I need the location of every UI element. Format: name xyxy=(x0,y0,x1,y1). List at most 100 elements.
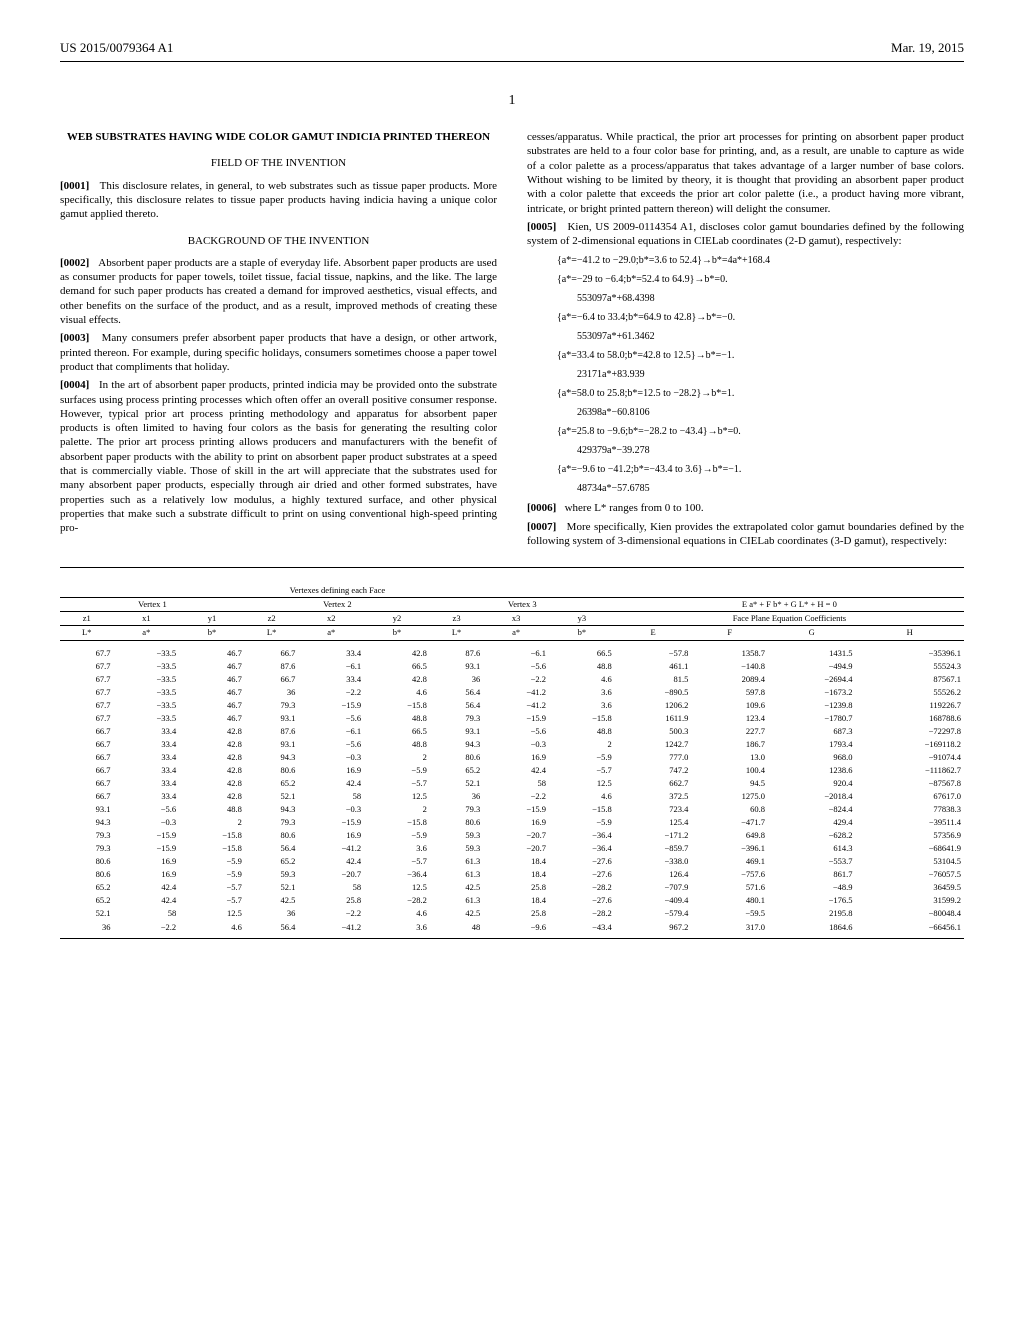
paragraph-4-cont: cesses/apparatus. While practical, the p… xyxy=(527,130,964,216)
table-cell: −5.6 xyxy=(298,738,364,751)
table-cell: −628.2 xyxy=(768,829,856,842)
table-cell: 67.7 xyxy=(60,699,113,712)
table-cell: 42.8 xyxy=(179,790,245,803)
table-cell: −87567.8 xyxy=(855,777,964,790)
table-cell: 80.6 xyxy=(245,764,298,777)
table-row: 79.3−15.9−15.880.616.9−5.959.3−20.7−36.4… xyxy=(60,829,964,842)
table-cell: 67.7 xyxy=(60,712,113,725)
table-cell: 66.7 xyxy=(60,751,113,764)
table-cell: 25.8 xyxy=(298,894,364,907)
table-row: 67.7−33.546.766.733.442.836−2.24.681.520… xyxy=(60,673,964,686)
equation-3a: {a*=−6.4 to 33.4;b*=64.9 to 42.8}→b*=−0. xyxy=(557,311,964,324)
table-cell: 317.0 xyxy=(691,921,768,934)
table-cell: 79.3 xyxy=(430,712,483,725)
vertex-2-header: Vertex 2 xyxy=(245,598,430,612)
table-cell: 33.4 xyxy=(298,673,364,686)
vertex-table: Vertexes defining each Face Vertex 1 Ver… xyxy=(60,584,964,933)
table-cell: −1780.7 xyxy=(768,712,856,725)
table-cell: 42.4 xyxy=(113,881,179,894)
table-cell: 33.4 xyxy=(113,790,179,803)
table-cell: 168788.6 xyxy=(855,712,964,725)
table-cell: −859.7 xyxy=(615,842,692,855)
table-cell: 614.3 xyxy=(768,842,856,855)
table-cell: 2195.8 xyxy=(768,907,856,920)
table-cell: 12.5 xyxy=(549,777,615,790)
table-cell: 687.3 xyxy=(768,725,856,738)
equation-2a: {a*=−29 to −6.4;b*=52.4 to 64.9}→b*=0. xyxy=(557,273,964,286)
table-cell: 2 xyxy=(549,738,615,751)
table-cell: 227.7 xyxy=(691,725,768,738)
table-cell: −35396.1 xyxy=(855,647,964,660)
table-row: 67.7−33.546.766.733.442.887.6−6.166.5−57… xyxy=(60,647,964,660)
table-cell: 16.9 xyxy=(113,855,179,868)
table-cell: −5.9 xyxy=(364,829,430,842)
table-cell: 861.7 xyxy=(768,868,856,881)
vertex-1-header: Vertex 1 xyxy=(60,598,245,612)
table-cell: 2 xyxy=(364,803,430,816)
table-cell: 59.3 xyxy=(430,842,483,855)
table-cell: −0.3 xyxy=(113,816,179,829)
col-label: a* xyxy=(298,626,364,640)
background-heading: BACKGROUND OF THE INVENTION xyxy=(60,234,497,248)
table-cell: 18.4 xyxy=(483,868,549,881)
table-cell: 1275.0 xyxy=(691,790,768,803)
table-cell: 4.6 xyxy=(364,686,430,699)
table-cell: −57.8 xyxy=(615,647,692,660)
table-cell: 1358.7 xyxy=(691,647,768,660)
table-cell: 33.4 xyxy=(113,777,179,790)
col-label: L* xyxy=(245,626,298,640)
table-cell: 55524.3 xyxy=(855,660,964,673)
table-cell: −6.1 xyxy=(298,725,364,738)
table-cell: 67.7 xyxy=(60,647,113,660)
table-row: 93.1−5.648.894.3−0.3279.3−15.9−15.8723.4… xyxy=(60,803,964,816)
table-cell: −9.6 xyxy=(483,921,549,934)
table-row: 79.3−15.9−15.856.4−41.23.659.3−20.7−36.4… xyxy=(60,842,964,855)
col-label: F xyxy=(691,626,768,640)
para-6-text: where L* ranges from 0 to 100. xyxy=(565,502,704,514)
table-cell: −553.7 xyxy=(768,855,856,868)
table-cell: −72297.8 xyxy=(855,725,964,738)
field-heading: FIELD OF THE INVENTION xyxy=(60,156,497,170)
table-cell: −2.2 xyxy=(483,790,549,803)
table-cell: −396.1 xyxy=(691,842,768,855)
equation-4b: 23171a*+83.939 xyxy=(577,368,964,381)
table-cell: 93.1 xyxy=(245,712,298,725)
table-cell: −5.6 xyxy=(483,660,549,673)
equation-6a: {a*=25.8 to −9.6;b*=−28.2 to −43.4}→b*=0… xyxy=(557,425,964,438)
table-cell: −15.9 xyxy=(483,803,549,816)
table-cell: 597.8 xyxy=(691,686,768,699)
table-cell: −824.4 xyxy=(768,803,856,816)
table-cell: −33.5 xyxy=(113,673,179,686)
table-cell: 48.8 xyxy=(364,738,430,751)
table-cell: −33.5 xyxy=(113,647,179,660)
table-cell: 42.8 xyxy=(179,777,245,790)
table-cell: −5.9 xyxy=(549,751,615,764)
table-cell: −15.9 xyxy=(298,816,364,829)
table-cell: 4.6 xyxy=(179,921,245,934)
table-cell: 2 xyxy=(364,751,430,764)
paragraph-1: [0001] This disclosure relates, in gener… xyxy=(60,179,497,222)
table-row: 52.15812.536−2.24.642.525.8−28.2−579.4−5… xyxy=(60,907,964,920)
table-cell: 662.7 xyxy=(615,777,692,790)
table-cell: 33.4 xyxy=(113,764,179,777)
table-cell: 67.7 xyxy=(60,660,113,673)
table-cell: −80048.4 xyxy=(855,907,964,920)
table-cell: 46.7 xyxy=(179,673,245,686)
table-cell: 65.2 xyxy=(60,894,113,907)
table-cell: 500.3 xyxy=(615,725,692,738)
table-cell: −5.9 xyxy=(179,868,245,881)
table-cell: 109.6 xyxy=(691,699,768,712)
table-cell: −20.7 xyxy=(298,868,364,881)
paragraph-7: [0007] More specifically, Kien provides … xyxy=(527,520,964,549)
table-cell: 36 xyxy=(430,673,483,686)
table-cell: 1238.6 xyxy=(768,764,856,777)
table-cell: −2018.4 xyxy=(768,790,856,803)
table-cell: 18.4 xyxy=(483,894,549,907)
table-cell: −36.4 xyxy=(364,868,430,881)
table-cell: −2.2 xyxy=(113,921,179,934)
table-cell: −2.2 xyxy=(298,686,364,699)
table-cell: 58 xyxy=(483,777,549,790)
table-cell: −15.8 xyxy=(179,829,245,842)
table-cell: 920.4 xyxy=(768,777,856,790)
equation-5a: {a*=58.0 to 25.8;b*=12.5 to −28.2}→b*=1. xyxy=(557,387,964,400)
